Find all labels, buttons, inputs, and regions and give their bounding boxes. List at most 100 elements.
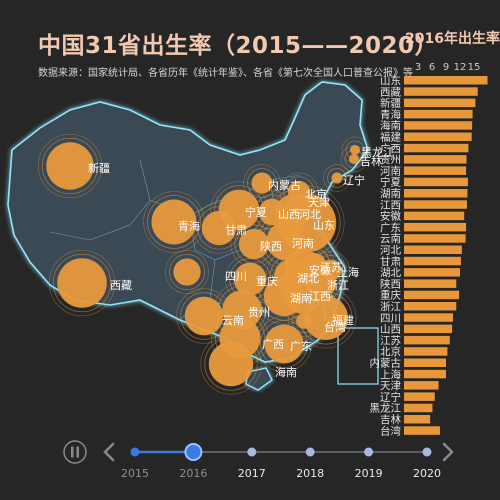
bubble-ripple-西藏 <box>48 249 116 317</box>
bubble-陕西[interactable] <box>238 228 270 260</box>
pause-button[interactable] <box>63 440 87 464</box>
timeline-year-label[interactable]: 2015 <box>121 467 149 480</box>
bar-label: 山西 <box>380 324 401 336</box>
bar-湖南[interactable] <box>404 189 468 198</box>
bar-浙江[interactable] <box>404 302 457 311</box>
bubble-黑龙江[interactable] <box>350 145 360 155</box>
timeline-year-label[interactable]: 2017 <box>238 467 266 480</box>
bar-axis-tick: 9 <box>443 62 449 73</box>
bar-label: 江苏 <box>380 334 401 347</box>
bar-label: 广东 <box>380 221 401 234</box>
bubble-台湾[interactable] <box>296 313 312 329</box>
bar-panel-title: 2016年出生率省 <box>405 31 500 47</box>
chart-subtitle: 数据来源：国家统计局、各省历年《统计年鉴》、各省《第七次全国人口普查公报》等 <box>38 68 413 79</box>
timeline-year-label[interactable]: 2019 <box>355 467 383 480</box>
bar-江西[interactable] <box>404 200 467 209</box>
bubble-海南[interactable] <box>208 341 254 387</box>
bubble-广东[interactable] <box>264 324 304 364</box>
bubble-ring-新疆 <box>41 137 99 195</box>
bar-label: 河南 <box>380 164 401 177</box>
bar-吉林[interactable] <box>404 415 431 424</box>
timeline-year-label[interactable]: 2020 <box>413 467 441 480</box>
timeline-dot-2017[interactable] <box>247 447 257 457</box>
timeline-dot-2020[interactable] <box>422 447 432 457</box>
bar-广东[interactable] <box>404 222 467 232</box>
bar-广西[interactable] <box>404 143 469 153</box>
timeline-current-dot[interactable] <box>184 443 203 461</box>
bar-天津[interactable] <box>404 381 439 390</box>
map-label-宁夏: 宁夏 <box>245 205 267 219</box>
bubble-辽宁[interactable] <box>331 172 343 184</box>
bar-湖北[interactable] <box>404 268 460 277</box>
bubble-内蒙古[interactable] <box>251 172 273 194</box>
bar-海南[interactable] <box>404 121 473 130</box>
bubble-西藏[interactable] <box>57 258 107 308</box>
bar-新疆[interactable] <box>404 98 476 108</box>
bar-青海[interactable] <box>404 109 473 119</box>
bubble-新疆[interactable] <box>46 142 94 190</box>
next-year-button[interactable] <box>442 442 454 462</box>
timeline-year-label[interactable]: 2016 <box>179 467 207 480</box>
bar-label: 甘肃 <box>380 255 401 268</box>
bar-label: 辽宁 <box>380 390 401 403</box>
bar-河南[interactable] <box>404 166 467 175</box>
bubble-ripple-广东 <box>256 316 312 372</box>
map-label-湖南: 湖南 <box>290 292 312 305</box>
bar-重庆[interactable] <box>404 290 460 300</box>
timeline-year-label[interactable]: 2018 <box>296 467 324 480</box>
timeline-dot-2015[interactable] <box>130 447 140 457</box>
bubble-青海[interactable] <box>151 199 197 245</box>
bubble-ripple-内蒙古 <box>243 164 281 202</box>
bubble-ripple-黑龙江 <box>341 136 369 164</box>
timeline-dot-2019[interactable] <box>364 447 374 457</box>
map-label-新疆: 新疆 <box>88 161 110 175</box>
bar-label: 上海 <box>380 368 401 381</box>
bar-label: 山东 <box>380 74 401 87</box>
bar-label: 河北 <box>380 245 401 257</box>
bar-西藏[interactable] <box>404 87 478 96</box>
map-label-安徽: 安徽 <box>309 263 331 277</box>
map-label-江西: 江西 <box>309 290 331 303</box>
bar-山西[interactable] <box>404 324 453 334</box>
bar-云南[interactable] <box>404 234 466 243</box>
bar-宁夏[interactable] <box>404 177 468 187</box>
bar-内蒙古[interactable] <box>404 358 446 368</box>
bubble-ring-天津 <box>290 188 314 212</box>
bar-黑龙江[interactable] <box>404 403 433 413</box>
bar-安徽[interactable] <box>404 211 465 221</box>
timeline-dot-2018[interactable] <box>305 447 315 457</box>
bar-贵州[interactable] <box>404 155 467 164</box>
bubble-四川[interactable] <box>173 258 201 286</box>
bubble-云南[interactable] <box>184 296 224 336</box>
bar-台湾[interactable] <box>404 426 440 435</box>
bar-陕西[interactable] <box>404 279 457 288</box>
south-china-sea-inset <box>337 327 379 385</box>
bubble-宁夏[interactable] <box>218 189 260 231</box>
bubble-ripple-辽宁 <box>323 164 351 192</box>
bar-甘肃[interactable] <box>404 256 461 266</box>
map-label-湖北: 湖北 <box>297 272 319 285</box>
map-label-台湾: 台湾 <box>324 320 346 334</box>
bar-福建[interactable] <box>404 132 472 142</box>
map-label-江苏: 江苏 <box>320 261 342 274</box>
bar-山东[interactable] <box>404 76 488 85</box>
bar-辽宁[interactable] <box>404 392 435 401</box>
bubble-ring-西藏 <box>52 253 112 313</box>
bar-label: 天津 <box>380 380 401 392</box>
bar-label: 云南 <box>380 232 401 245</box>
map-label-山东: 山东 <box>313 219 335 232</box>
bar-北京[interactable] <box>404 347 448 356</box>
bar-label: 海南 <box>380 119 401 132</box>
bubble-天津[interactable] <box>294 192 310 208</box>
bar-江苏[interactable] <box>404 335 450 345</box>
bubble-河南[interactable] <box>266 221 306 261</box>
prev-year-button[interactable] <box>103 442 115 462</box>
bar-label: 浙江 <box>380 301 401 313</box>
bar-上海[interactable] <box>404 369 446 379</box>
bubble-ring-青海 <box>147 195 201 249</box>
map-label-山西: 山西 <box>278 208 300 221</box>
bar-河北[interactable] <box>404 245 462 255</box>
bubble-福建[interactable] <box>303 295 349 341</box>
bar-四川[interactable] <box>404 313 453 322</box>
bubble-重庆[interactable] <box>233 262 267 296</box>
